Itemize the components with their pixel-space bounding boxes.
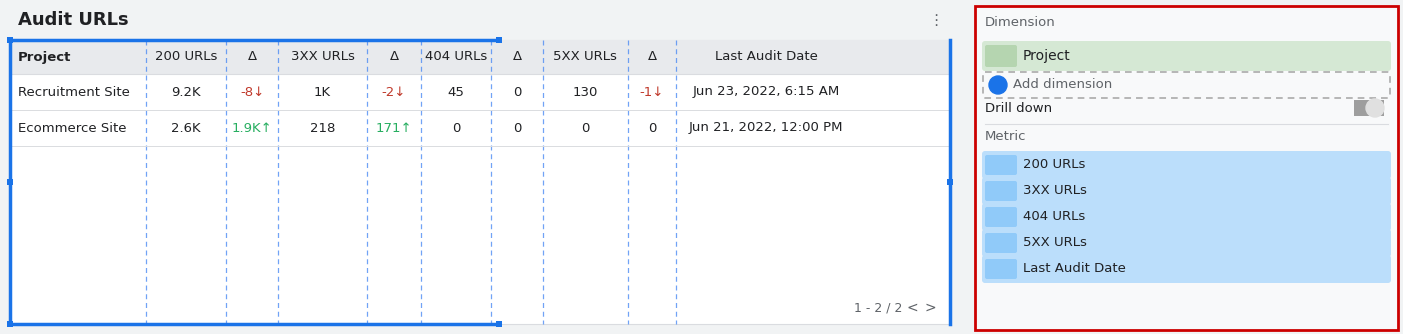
Text: Drill down: Drill down xyxy=(985,102,1052,115)
Text: ABC: ABC xyxy=(991,51,1012,61)
Text: Jun 21, 2022, 12:00 PM: Jun 21, 2022, 12:00 PM xyxy=(689,122,843,135)
Bar xyxy=(10,40,950,74)
Text: Δ: Δ xyxy=(390,50,398,63)
FancyBboxPatch shape xyxy=(985,259,1017,279)
Text: 218: 218 xyxy=(310,122,335,135)
Text: 5XX URLs: 5XX URLs xyxy=(553,50,617,63)
Text: Δ: Δ xyxy=(512,50,522,63)
Text: 171↑: 171↑ xyxy=(376,122,412,135)
Text: Project: Project xyxy=(1023,49,1070,63)
FancyBboxPatch shape xyxy=(982,229,1390,257)
Text: Recruitment Site: Recruitment Site xyxy=(18,86,130,99)
Text: -8↓: -8↓ xyxy=(240,86,264,99)
Circle shape xyxy=(1367,99,1383,117)
Text: <: < xyxy=(906,301,918,315)
Text: 9.2K: 9.2K xyxy=(171,86,201,99)
Text: Δ: Δ xyxy=(247,50,257,63)
FancyBboxPatch shape xyxy=(985,155,1017,175)
FancyBboxPatch shape xyxy=(1354,100,1383,116)
FancyBboxPatch shape xyxy=(985,181,1017,201)
Text: Last Audit Date: Last Audit Date xyxy=(1023,263,1125,276)
Text: Metric: Metric xyxy=(985,130,1027,143)
Text: 45: 45 xyxy=(448,86,464,99)
FancyBboxPatch shape xyxy=(985,233,1017,253)
Text: 200 URLs: 200 URLs xyxy=(1023,159,1086,171)
Text: +: + xyxy=(992,78,1003,92)
Bar xyxy=(7,37,13,43)
Text: Dimension: Dimension xyxy=(985,15,1055,28)
Text: 130: 130 xyxy=(572,86,598,99)
Text: -2↓: -2↓ xyxy=(382,86,407,99)
Text: 200 URLs: 200 URLs xyxy=(156,50,217,63)
Text: Δ: Δ xyxy=(647,50,657,63)
Text: >: > xyxy=(925,301,936,315)
Bar xyxy=(947,179,953,185)
Text: 0: 0 xyxy=(513,86,522,99)
Text: 0: 0 xyxy=(581,122,589,135)
Circle shape xyxy=(989,76,1007,94)
Text: Last Audit Date: Last Audit Date xyxy=(714,50,818,63)
Text: Ecommerce Site: Ecommerce Site xyxy=(18,122,126,135)
Text: 1K: 1K xyxy=(314,86,331,99)
Text: SUM: SUM xyxy=(989,212,1013,221)
Text: MIN: MIN xyxy=(991,265,1012,274)
Text: 2.6K: 2.6K xyxy=(171,122,201,135)
FancyBboxPatch shape xyxy=(982,203,1390,231)
Text: Audit URLs: Audit URLs xyxy=(18,11,129,29)
Text: -1↓: -1↓ xyxy=(640,86,664,99)
FancyBboxPatch shape xyxy=(982,41,1390,71)
Text: 404 URLs: 404 URLs xyxy=(425,50,487,63)
FancyBboxPatch shape xyxy=(985,207,1017,227)
Text: ⋮: ⋮ xyxy=(929,13,944,28)
Bar xyxy=(7,179,13,185)
Text: 1 - 2 / 2: 1 - 2 / 2 xyxy=(854,302,902,315)
Text: 1.9K↑: 1.9K↑ xyxy=(231,122,272,135)
FancyBboxPatch shape xyxy=(982,255,1390,283)
Bar xyxy=(495,37,502,43)
Bar xyxy=(495,321,502,327)
Bar xyxy=(10,0,950,40)
FancyBboxPatch shape xyxy=(982,177,1390,205)
Text: Project: Project xyxy=(18,50,72,63)
Text: 3XX URLs: 3XX URLs xyxy=(290,50,355,63)
Text: 5XX URLs: 5XX URLs xyxy=(1023,236,1087,249)
Bar xyxy=(7,321,13,327)
Text: SUM: SUM xyxy=(989,238,1013,247)
Text: 404 URLs: 404 URLs xyxy=(1023,210,1086,223)
FancyBboxPatch shape xyxy=(985,45,1017,67)
Text: SUM: SUM xyxy=(989,186,1013,195)
Text: 0: 0 xyxy=(648,122,657,135)
Text: SUM: SUM xyxy=(989,161,1013,169)
Text: Add dimension: Add dimension xyxy=(1013,78,1113,92)
FancyBboxPatch shape xyxy=(982,151,1390,179)
Text: 3XX URLs: 3XX URLs xyxy=(1023,184,1087,197)
Text: 0: 0 xyxy=(452,122,460,135)
Bar xyxy=(975,6,1397,330)
Text: Jun 23, 2022, 6:15 AM: Jun 23, 2022, 6:15 AM xyxy=(693,86,840,99)
Text: 0: 0 xyxy=(513,122,522,135)
Bar xyxy=(10,40,950,324)
